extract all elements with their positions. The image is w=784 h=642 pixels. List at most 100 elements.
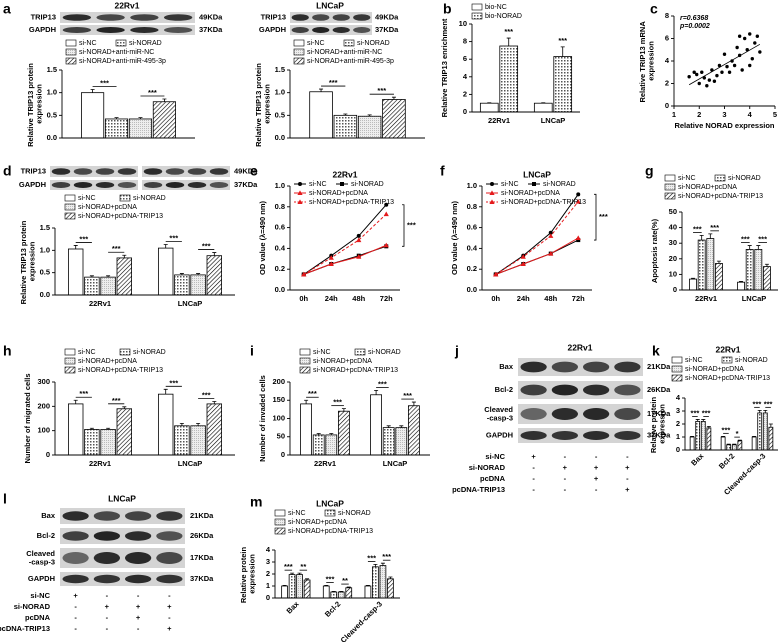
legend-label: si-NORAD (133, 349, 166, 356)
blot-band (51, 182, 71, 188)
blot-band (130, 27, 159, 33)
legend-label: si-NORAD+pcDNA-TRIP13 (78, 367, 163, 374)
size-label: 49KDa (234, 166, 258, 175)
bar (330, 591, 338, 599)
blot-band (156, 531, 183, 541)
blot-band (353, 27, 371, 33)
blot-band (93, 531, 120, 541)
x-tick-label: LNCaP (742, 294, 767, 303)
bar (333, 114, 358, 139)
bar (700, 420, 706, 451)
error-bar (331, 591, 336, 592)
error-bar (757, 409, 762, 413)
y-tick-label: 4 (676, 393, 681, 402)
significance-label: *** (764, 399, 773, 408)
bar (190, 274, 206, 296)
treatment-label: si-NORAD (14, 602, 51, 611)
legend-marker (340, 182, 344, 186)
bar (762, 412, 768, 451)
bar (152, 101, 176, 139)
size-label: 37KDa (234, 180, 258, 189)
annotation: p=0.0002 (679, 23, 710, 30)
treatment-sign: - (626, 452, 629, 461)
point (722, 52, 727, 56)
treatment-sign: - (168, 591, 171, 600)
y-tick-label: 4 (665, 56, 670, 65)
size-label: 17KDa (647, 409, 671, 418)
y-tick-label: 200 (37, 401, 50, 410)
bar (281, 585, 288, 599)
y-tick-label: 10 (459, 19, 467, 28)
point (740, 68, 744, 72)
y-tick-label: 1.0 (47, 88, 57, 97)
legend-swatch (714, 174, 726, 182)
panel-letter: g (645, 163, 654, 179)
point (710, 68, 714, 72)
bar (768, 426, 774, 451)
error-bar (297, 572, 302, 575)
treatment-sign: - (168, 613, 171, 622)
x-tick-label: 5 (773, 110, 777, 119)
blot-band (62, 552, 89, 564)
error-bar (721, 435, 726, 437)
blot-band (95, 168, 115, 175)
point (732, 63, 737, 68)
x-axis-label: Relative NORAD expression (674, 121, 774, 130)
size-label: 49KDa (375, 12, 399, 21)
size-label: 49KDa (199, 12, 223, 21)
significance-label: *** (100, 78, 109, 87)
error-bar (212, 401, 217, 404)
blot-band (551, 384, 578, 396)
treatment-sign: - (532, 463, 535, 472)
legend-swatch (671, 365, 683, 373)
legend-swatch (664, 192, 676, 200)
x-tick-label: 24h (517, 294, 530, 303)
legend-label: si-NC (78, 349, 96, 356)
panel-letter: a (3, 1, 11, 17)
y-tick-label: 0 (673, 285, 677, 294)
line-series (303, 213, 387, 275)
treatment-sign: - (564, 474, 567, 483)
treatment-sign: + (563, 463, 568, 472)
legend-swatch (64, 366, 76, 374)
legend-swatch (299, 366, 311, 374)
y-tick-label: 30 (669, 238, 677, 247)
error-bar (90, 89, 95, 93)
error-bar (319, 88, 324, 92)
legend-label: si-NORAD+pcDNA-TRIP13 (78, 213, 163, 220)
error-bar (399, 425, 404, 428)
line-series (495, 194, 579, 275)
bar (499, 45, 519, 113)
significance-label: *** (377, 86, 386, 95)
panel-letter: j (454, 343, 459, 359)
legend-swatch (664, 174, 676, 182)
treatment-label: si-NC (485, 452, 505, 461)
point (687, 75, 691, 79)
bar (325, 434, 338, 456)
legend-marker (489, 190, 495, 195)
treatment-sign: - (595, 485, 598, 494)
text-line: Cleaved (26, 549, 55, 558)
error-bar (764, 263, 769, 267)
error-bar (212, 252, 217, 256)
legend-swatch (299, 357, 311, 365)
bar (695, 420, 701, 451)
error-bar (739, 281, 744, 283)
y-tick-label: 0.5 (275, 110, 285, 119)
y-tick-label: 6 (665, 33, 669, 42)
legend-swatch (471, 12, 483, 20)
y-tick-label: 300 (37, 377, 50, 386)
legend-label: si-NC (501, 181, 519, 188)
point (737, 53, 742, 58)
text-line: Relative TRIP13 protein (26, 61, 35, 147)
significance-label: *** (367, 553, 376, 562)
significance-label: *** (169, 234, 178, 243)
treatment-sign: + (625, 485, 630, 494)
line-series (303, 244, 387, 275)
error-bar (380, 562, 385, 566)
treatment-sign: - (532, 474, 535, 483)
error-bar (737, 439, 742, 441)
y-tick-label: 0.0 (467, 285, 477, 294)
protein-label: Bax (41, 511, 56, 520)
error-bar (732, 443, 737, 445)
